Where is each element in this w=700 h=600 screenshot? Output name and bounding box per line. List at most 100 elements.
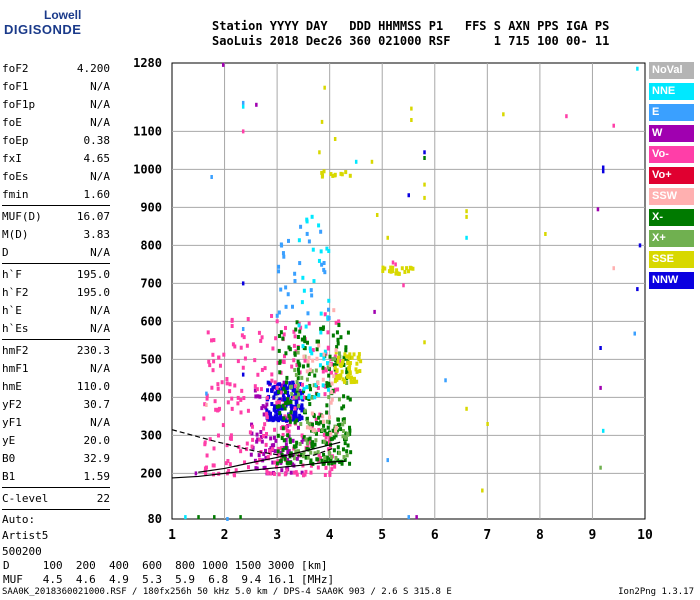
echo-point (245, 343, 249, 348)
echo-point (259, 387, 263, 392)
stray-echo-point (633, 331, 636, 336)
echo-point (300, 439, 304, 444)
y-tick-label: 1000 (133, 162, 162, 176)
echo-point (328, 354, 332, 359)
echo-point (246, 465, 250, 470)
echo-point (301, 473, 305, 478)
echo-point (276, 446, 280, 451)
echo-point (326, 365, 330, 370)
echo-point (225, 377, 229, 382)
echo-point (273, 427, 277, 432)
echo-point (319, 455, 323, 460)
echo-point (309, 288, 313, 293)
echo-point (236, 359, 240, 364)
echo-point (255, 387, 259, 392)
stray-echo-point (465, 209, 468, 214)
param-row: h`F 195.0 (2, 266, 110, 284)
echo-point (281, 432, 285, 437)
param-row: foEs N/A (2, 168, 110, 186)
legend-item: NoVal (649, 62, 694, 79)
echo-point (327, 461, 331, 466)
echo-point (311, 247, 315, 252)
echo-point (258, 437, 262, 442)
echo-point (294, 327, 298, 332)
echo-point (317, 223, 321, 228)
stray-echo-point (544, 232, 547, 236)
echo-point (302, 389, 306, 394)
echo-point (313, 451, 317, 456)
echo-point (299, 395, 303, 400)
echo-point (308, 383, 312, 388)
echo-point (332, 363, 336, 368)
echo-point (325, 403, 329, 408)
echo-point (336, 445, 340, 450)
legend-item: X- (649, 209, 694, 226)
stray-echo-point (241, 327, 245, 331)
echo-point (255, 460, 259, 465)
echo-point (277, 404, 281, 409)
echo-point (284, 425, 288, 430)
echo-point (279, 390, 283, 395)
echo-point (288, 422, 292, 427)
echo-point (264, 456, 268, 461)
legend-item: Vo- (649, 146, 694, 163)
echo-point (346, 443, 350, 448)
echo-point (322, 439, 326, 444)
echo-point (311, 428, 315, 433)
stray-echo-point (394, 262, 397, 267)
echo-point (298, 391, 302, 396)
echo-point (306, 443, 310, 448)
y-tick-label: 800 (140, 238, 162, 252)
stray-echo-point (601, 169, 605, 174)
param-name: D (2, 246, 9, 259)
echo-point (286, 292, 290, 297)
param-row: yF2 30.7 (2, 396, 110, 414)
echo-point (411, 266, 415, 271)
echo-point (283, 456, 287, 461)
param-name: fmin (2, 188, 29, 201)
echo-point (271, 346, 275, 351)
echo-point (301, 397, 305, 402)
echo-point (317, 453, 321, 458)
echo-point (322, 169, 326, 174)
param-name: C-level (2, 492, 49, 505)
stray-echo-point (205, 403, 208, 407)
echo-point (333, 460, 337, 465)
echo-point (243, 356, 247, 361)
echo-point (338, 422, 342, 427)
echo-point (275, 319, 279, 324)
param-value: N/A (90, 116, 110, 129)
param-row: yF1 N/A (2, 414, 110, 432)
echo-point (243, 460, 247, 465)
echo-point (267, 413, 271, 418)
echo-point (294, 404, 298, 409)
y-tick-label: 80 (148, 512, 162, 526)
y-tick-label: 300 (140, 428, 162, 442)
echo-point (387, 269, 391, 274)
echo-point (273, 414, 277, 419)
echo-point (295, 440, 299, 445)
echo-point (329, 172, 333, 177)
param-name: foF2 (2, 62, 29, 75)
echo-point (270, 378, 274, 383)
echo-point (320, 428, 324, 433)
echo-point (308, 436, 312, 441)
echo-point (305, 425, 309, 430)
echo-point (282, 416, 286, 421)
echo-point (327, 249, 331, 254)
stray-echo-point (410, 118, 413, 122)
echo-point (300, 337, 304, 342)
echo-point (327, 373, 331, 378)
echo-point (321, 377, 325, 382)
echo-point (340, 369, 344, 374)
echo-point (298, 417, 302, 422)
echo-point (228, 389, 232, 394)
echo-point (267, 417, 271, 422)
echo-point (245, 447, 249, 452)
echo-point (285, 460, 289, 465)
echo-point (403, 269, 407, 274)
echo-point (292, 358, 296, 363)
stray-echo-point (612, 123, 615, 128)
echo-point (323, 367, 327, 372)
echo-point (205, 393, 209, 398)
